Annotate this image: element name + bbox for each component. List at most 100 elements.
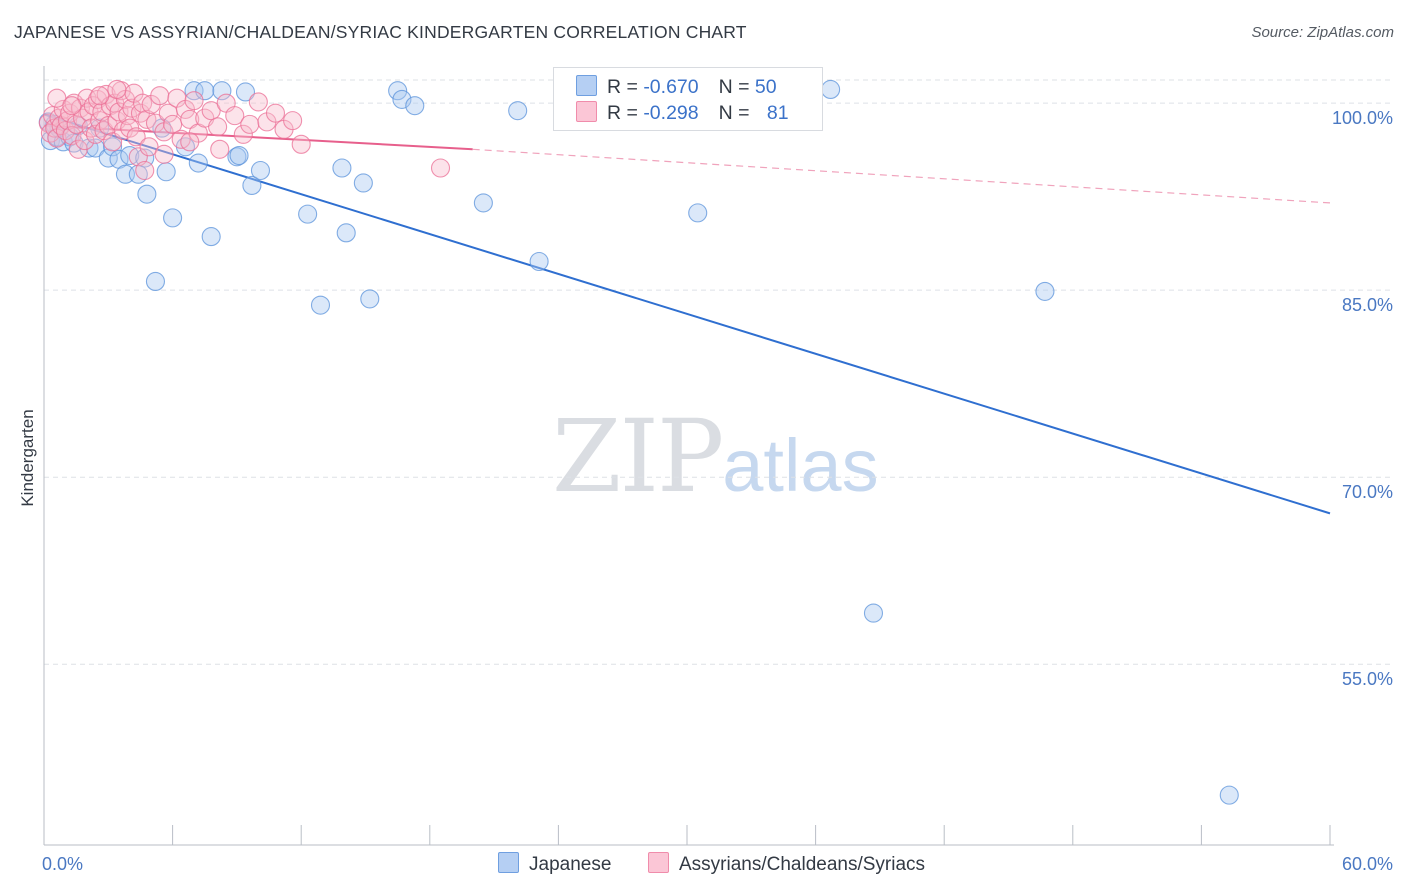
legend-swatch-assyrian [576,101,597,122]
japanese-point [298,204,318,224]
assyrian-point [126,127,146,147]
series-legend-assyrian[interactable]: Assyrians/Chaldeans/Syriacs [648,852,925,876]
series-points [38,79,451,181]
assyrian-point [139,137,159,157]
assyrian-point [60,103,80,123]
japanese-point [508,101,528,121]
japanese-point [250,160,271,181]
japanese-point [242,175,262,196]
japanese-point [163,208,183,228]
watermark-zip: ZIP [552,398,724,515]
stats-legend: R = -0.670 N = 50 R = -0.298 N = 81 [553,67,823,131]
japanese-point [184,81,204,101]
axis-labels: 100.0% 85.0% 70.0% 55.0% 0.0% 60.0% Kindergart… [18,108,1393,874]
assyrian-point [248,92,268,112]
assyrian-point [430,158,451,178]
japanese-point [229,145,249,166]
series-legend: Japanese Assyrians/Chaldeans/Syriacs [0,852,1406,878]
assyrian-point [240,114,260,134]
watermark-atlas: atlas [722,424,879,507]
y-tick-label: 70.0% [1342,482,1393,502]
assyrian-point [135,160,155,181]
japanese-point [201,227,221,247]
japanese-point [310,295,331,315]
japanese-point [529,251,549,272]
y-tick-label: 100.0% [1332,108,1393,128]
trend-lines [43,113,1331,515]
assyrian-point [225,106,245,126]
japanese-point [195,81,215,101]
y-axis-title: Kindergarten [18,409,37,506]
assyrian-point [62,96,82,116]
series-legend-japanese[interactable]: Japanese [498,852,611,876]
assyrian-point [47,88,67,108]
x-tick-label: 0.0% [42,854,83,874]
japanese-point [473,193,493,213]
series-swatch-japanese [498,852,519,873]
japanese-point [156,162,176,182]
chart-title: JAPANESE VS ASSYRIAN/CHALDEAN/SYRIAC KIN… [14,22,747,42]
series-points [38,79,1239,805]
japanese-point [1035,281,1055,301]
y-tick-label: 85.0% [1342,295,1393,315]
japanese-point [1219,785,1239,805]
assyrian-point [291,134,311,154]
series-label-assyrian: Assyrians/Chaldeans/Syriacs [679,854,926,875]
japanese-point [137,184,157,204]
assyrian-point [107,79,127,100]
japanese-point [212,81,232,101]
legend-n-label: N = [718,102,755,124]
assyrian-point [180,109,200,129]
japanese-point [188,153,208,173]
grid-lines [44,79,1394,665]
japanese-point [821,79,841,100]
japanese-point [103,137,123,157]
assyrian-trend-extension [472,148,1331,204]
axes [43,66,1334,846]
legend-n-label: N = [718,76,755,98]
japanese-point [360,289,380,309]
assyrian-point [180,132,200,152]
legend-row-japanese: R = -0.670 N = 50 [576,75,777,99]
data-points [38,79,1239,805]
assyrian-point [75,131,95,151]
legend-row-assyrian: R = -0.298 N = 81 [576,101,789,125]
legend-r-label: R = [607,76,644,98]
y-tick-label: 55.0% [1342,669,1393,689]
assyrian-point [283,111,303,131]
japanese-point [388,81,408,101]
assyrian-point [90,86,110,106]
assyrian-point [154,144,174,164]
legend-n-value: 81 [766,102,789,124]
assyrian-point [150,86,170,106]
japanese-point [353,173,373,193]
assyrian-point [64,93,84,113]
assyrian-point [163,114,183,134]
x-tick-label: 60.0% [1342,854,1393,874]
legend-r-value: -0.298 [643,102,699,124]
legend-r-label: R = [607,102,644,124]
japanese-point [85,138,105,158]
japanese-point [688,203,708,223]
assyrian-point [210,139,230,159]
legend-n-value: 50 [754,76,777,98]
japanese-point [405,96,425,116]
japanese-point [336,223,356,243]
assyrian-point [233,124,253,144]
series-swatch-assyrian [648,852,669,873]
japanese-point [145,271,166,292]
assyrian-point [201,101,221,121]
watermark: ZIPatlas [552,398,879,515]
legend-swatch-japanese [576,75,597,96]
japanese-trend-line [43,113,1331,515]
japanese-point [332,158,352,178]
source-label: Source: ZipAtlas.com [1251,24,1394,41]
legend-r-value: -0.670 [643,76,699,98]
assyrian-point [265,103,286,123]
assyrian-point [184,91,204,111]
series-label-japanese: Japanese [529,854,612,875]
japanese-point [235,82,256,102]
japanese-point [863,603,884,623]
assyrian-point [208,117,228,137]
